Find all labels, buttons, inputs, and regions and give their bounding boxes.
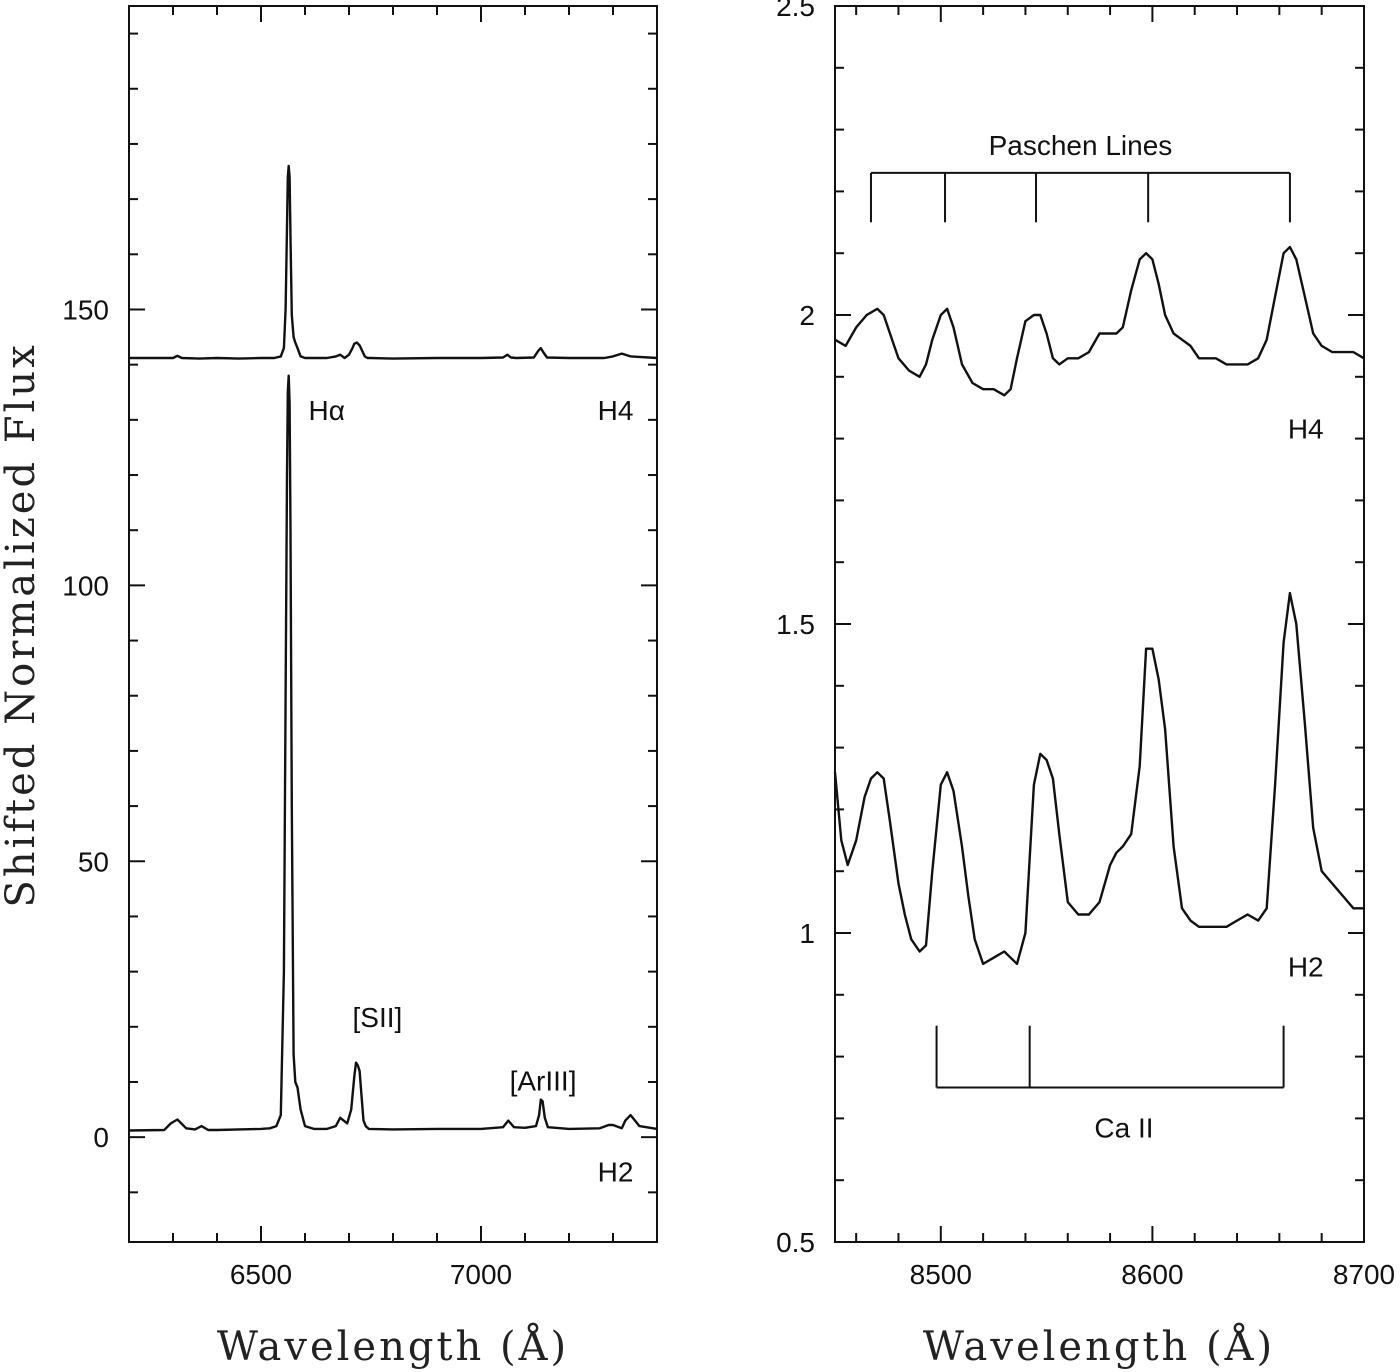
left-ticks: [128, 6, 658, 1242]
right-plot-frame: [834, 5, 1365, 1243]
ca-ii-label: Ca II: [1094, 1113, 1153, 1144]
y-tick-label: 0.5: [776, 1227, 815, 1258]
right-tick-labels: 8500 8600 8700 0.5 1 1.5 2 2.5: [776, 0, 1395, 1290]
x-tick-label: 8600: [1121, 1259, 1183, 1290]
series-line-h2: [833, 591, 1364, 966]
annotation-label: [ArIII]: [510, 1065, 577, 1096]
right-ticks: [835, 5, 1365, 1242]
y-tick-label: 50: [78, 846, 109, 877]
left-panel: 6500 7000 0 50 100 150 Hα [SII] [ArIII] H4 H2 Shi…: [0, 5, 658, 1370]
series-line-h4: [834, 245, 1365, 397]
left-tick-labels: 6500 7000 0 50 100 150: [62, 294, 512, 1290]
left-plot-frame: [128, 5, 658, 1243]
y-tick-label: 1: [799, 918, 815, 949]
left-y-axis-title: Shifted Normalized Flux: [0, 342, 44, 907]
right-lines: [833, 245, 1365, 966]
x-tick-label: 8500: [910, 1259, 972, 1290]
right-x-axis-title: Wavelength (Å): [923, 1323, 1275, 1370]
y-tick-label: 100: [62, 570, 109, 601]
series-line-h4: [129, 164, 658, 360]
left-annotations: Hα [SII] [ArIII] H4 H2: [309, 395, 634, 1187]
x-tick-label: 6500: [230, 1259, 292, 1290]
x-tick-label: 7000: [450, 1259, 512, 1290]
y-tick-label: 0: [93, 1122, 109, 1153]
annotation-label: H4: [598, 395, 634, 426]
right-annotations: H4 H2: [1288, 414, 1324, 983]
y-tick-label: 2: [799, 300, 815, 331]
series-line-h2: [128, 374, 658, 1132]
annotation-label: [SII]: [353, 1002, 403, 1033]
left-lines: [128, 164, 658, 1132]
y-tick-label: 150: [62, 294, 109, 325]
annotation-label: H4: [1288, 414, 1324, 445]
annotation-label: Hα: [309, 395, 345, 426]
right-brackets: Paschen Lines Ca II: [869, 130, 1291, 1144]
right-panel: 8500 8600 8700 0.5 1 1.5 2 2.5 Paschen Lines Ca …: [776, 0, 1395, 1370]
left-x-axis-title: Wavelength (Å): [217, 1323, 569, 1370]
annotation-label: H2: [598, 1156, 634, 1187]
x-tick-label: 8700: [1333, 1259, 1395, 1290]
paschen-lines-label: Paschen Lines: [989, 130, 1173, 161]
annotation-label: H2: [1288, 951, 1324, 982]
y-tick-label: 2.5: [776, 0, 815, 22]
y-tick-label: 1.5: [776, 609, 815, 640]
